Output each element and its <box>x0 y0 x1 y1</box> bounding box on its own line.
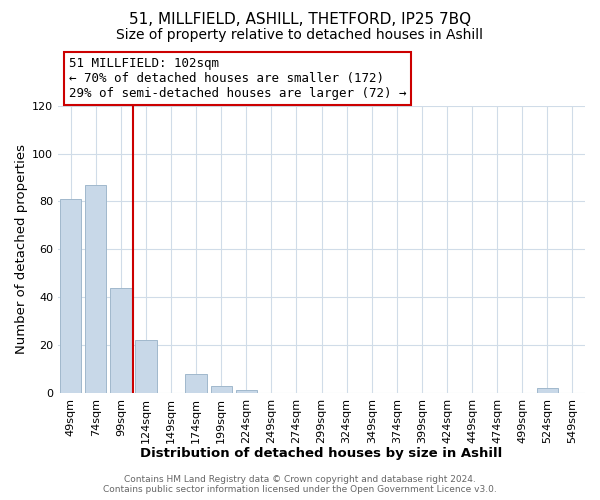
Bar <box>236 390 257 393</box>
Bar <box>135 340 157 393</box>
Text: Size of property relative to detached houses in Ashill: Size of property relative to detached ho… <box>116 28 484 42</box>
Text: Contains public sector information licensed under the Open Government Licence v3: Contains public sector information licen… <box>103 484 497 494</box>
Bar <box>537 388 558 393</box>
Y-axis label: Number of detached properties: Number of detached properties <box>15 144 28 354</box>
X-axis label: Distribution of detached houses by size in Ashill: Distribution of detached houses by size … <box>140 447 503 460</box>
Bar <box>185 374 207 393</box>
Bar <box>85 184 106 393</box>
Text: 51, MILLFIELD, ASHILL, THETFORD, IP25 7BQ: 51, MILLFIELD, ASHILL, THETFORD, IP25 7B… <box>129 12 471 28</box>
Text: 51 MILLFIELD: 102sqm
← 70% of detached houses are smaller (172)
29% of semi-deta: 51 MILLFIELD: 102sqm ← 70% of detached h… <box>68 57 406 100</box>
Bar <box>110 288 131 393</box>
Text: Contains HM Land Registry data © Crown copyright and database right 2024.: Contains HM Land Registry data © Crown c… <box>124 475 476 484</box>
Bar <box>211 386 232 393</box>
Bar <box>60 199 82 393</box>
